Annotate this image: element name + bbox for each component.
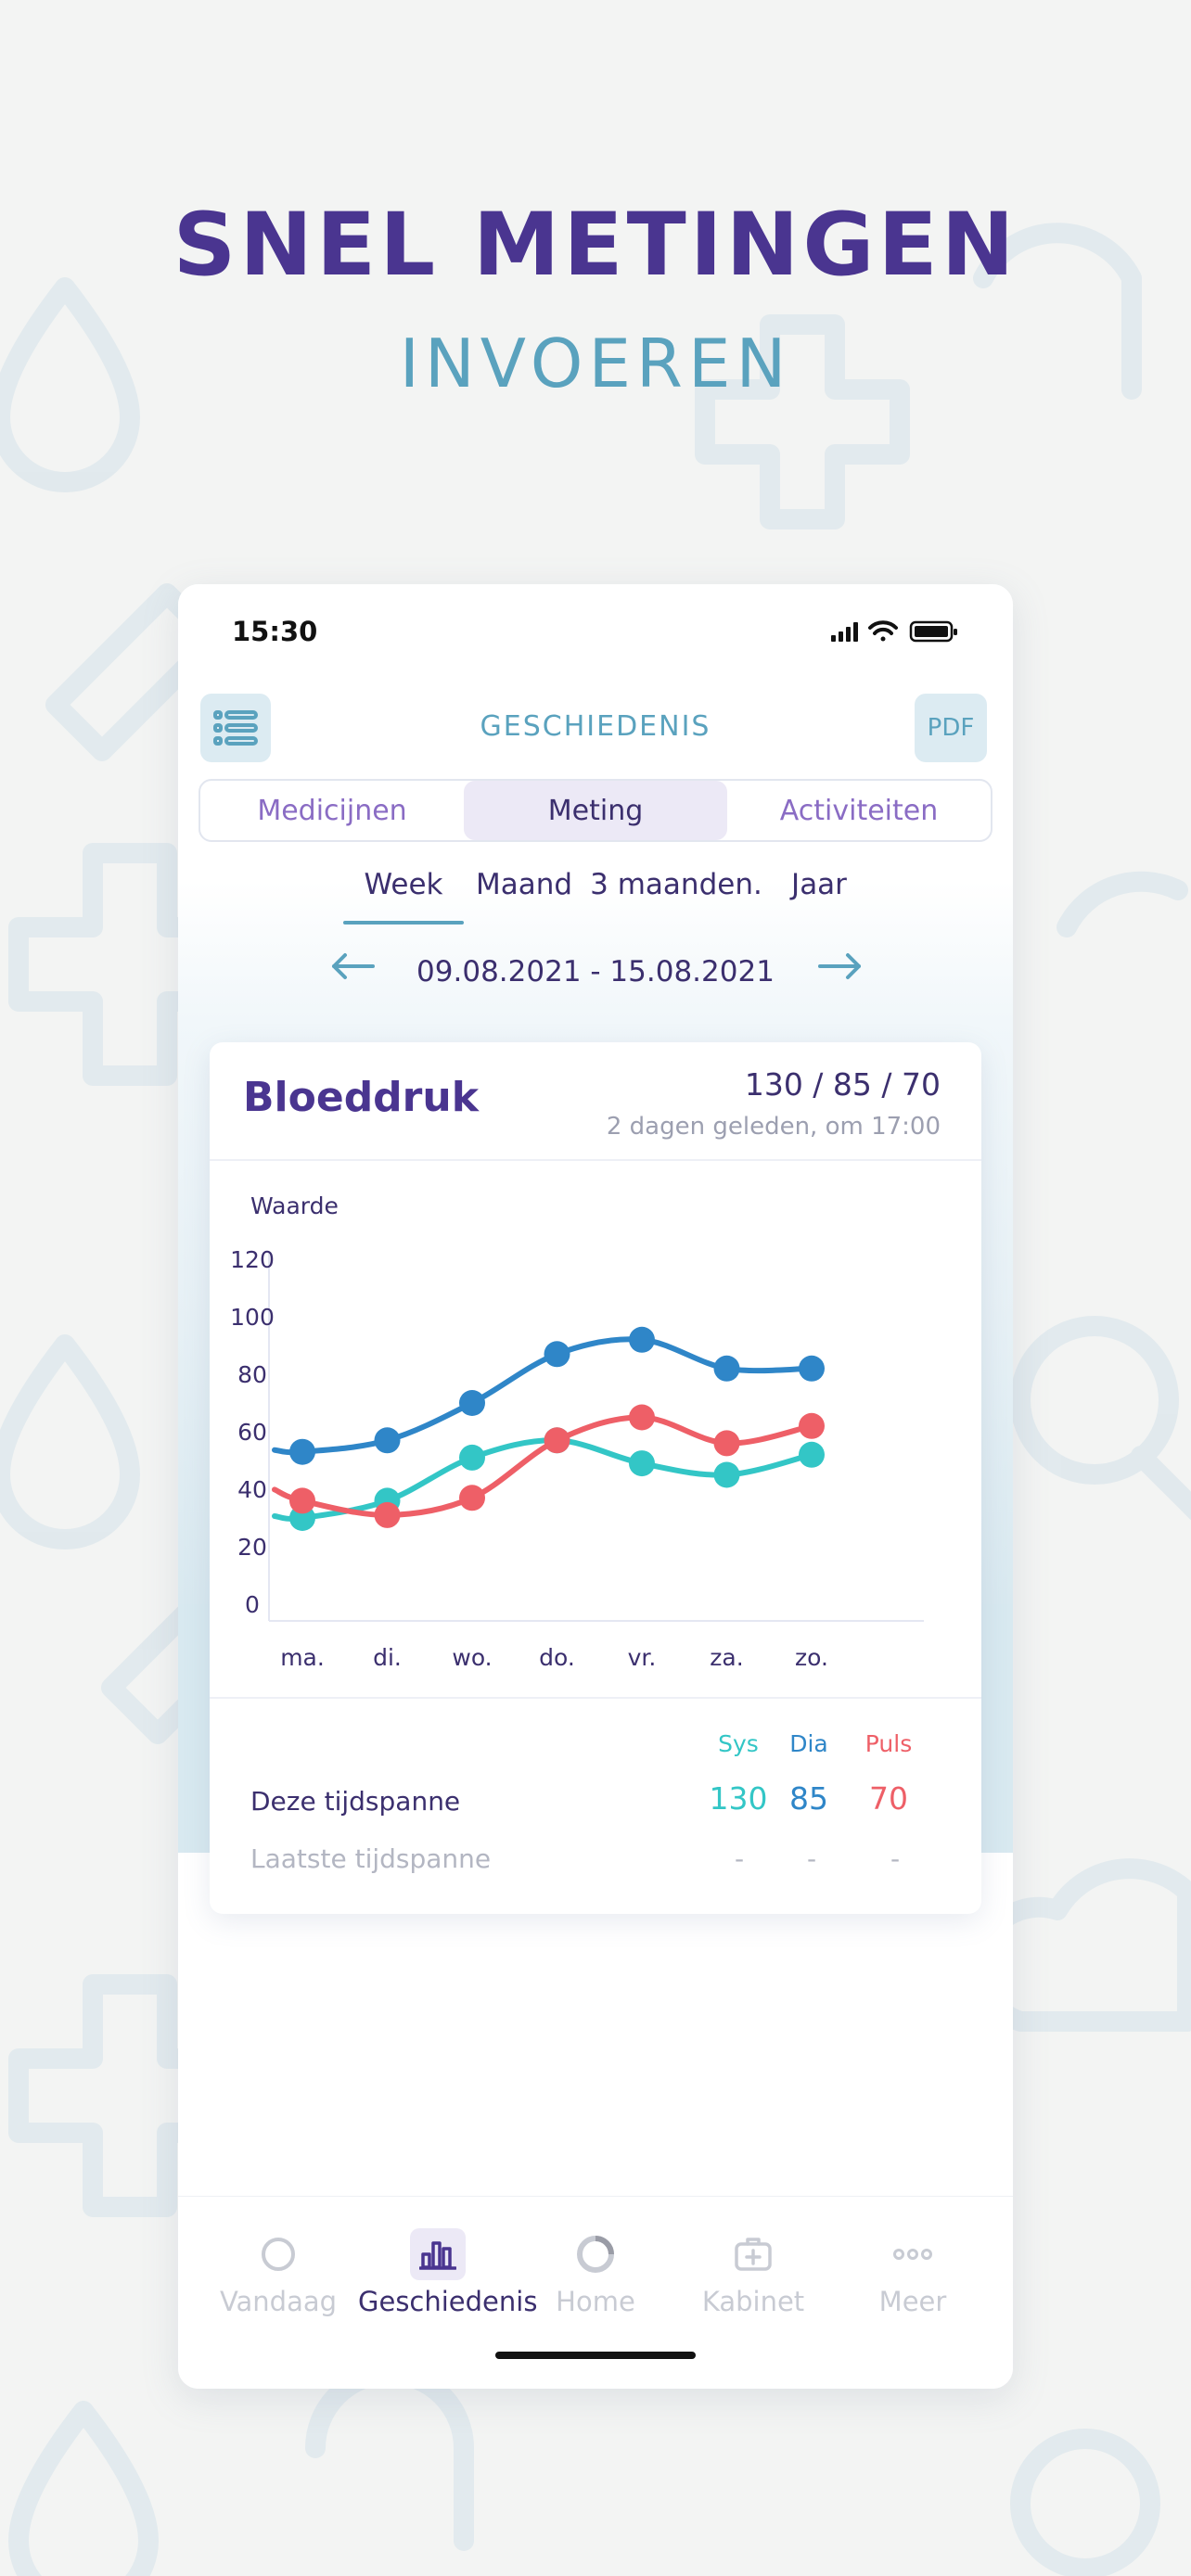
y-tick-label: 120 — [230, 1246, 275, 1273]
screen-title: GESCHIEDENIS — [480, 710, 711, 743]
header-puls: Puls — [864, 1730, 913, 1757]
ring-icon — [577, 2236, 614, 2273]
arrow-left-icon[interactable] — [325, 948, 380, 985]
x-tick-label: do. — [539, 1644, 575, 1671]
data-point[interactable] — [629, 1450, 655, 1477]
phone-screen: 15:30 G — [178, 584, 1013, 2389]
y-tick-label: 20 — [237, 1534, 267, 1561]
header-sys: Sys — [718, 1730, 759, 1757]
value-puls: 70 — [869, 1780, 908, 1817]
latest-reading-time: 2 dagen geleden, om 17:00 — [606, 1113, 941, 1141]
data-point[interactable] — [459, 1444, 485, 1471]
card-title: Bloeddruk — [243, 1074, 479, 1121]
x-tick-label: ma. — [280, 1644, 325, 1671]
tab-bar: Vandaag Geschiedenis Home — [178, 2196, 1013, 2389]
blood-pressure-chart: 0 20 40 60 80 100 120 ma. di. wo. do. vr. za. zo. — [230, 1246, 924, 1671]
value-sys: 130 — [709, 1780, 768, 1817]
segment-meting[interactable]: Meting — [464, 781, 727, 840]
bar-chart-icon — [419, 2241, 456, 2270]
divider — [210, 1697, 981, 1699]
tab-label: Kabinet — [701, 2286, 805, 2317]
period-tab-week[interactable]: Week — [364, 868, 443, 901]
data-point[interactable] — [713, 1461, 740, 1488]
date-range-label: 09.08.2021 - 15.08.2021 — [416, 955, 775, 988]
x-tick-label: wo. — [452, 1644, 492, 1671]
wifi-icon — [868, 620, 898, 642]
battery-icon — [909, 620, 957, 643]
previous-dia: - — [807, 1843, 817, 1874]
tab-label: Vandaag — [219, 2286, 338, 2317]
previous-sys: - — [735, 1843, 745, 1874]
list-icon — [213, 710, 258, 746]
x-tick-label: za. — [710, 1644, 743, 1671]
period-tab-maand[interactable]: Maand — [475, 868, 573, 901]
signal-icon — [831, 622, 858, 642]
segmented-control: Medicijnen Meting Activiteiten — [198, 779, 992, 842]
period-tab-3-maanden[interactable]: 3 maanden. — [590, 868, 762, 901]
active-period-indicator — [343, 921, 464, 925]
data-point[interactable] — [289, 1487, 315, 1514]
tab-home[interactable]: Home — [516, 2197, 675, 2336]
home-indicator — [495, 2352, 696, 2359]
headline-title: SNEL METINGEN — [173, 195, 1018, 296]
tab-geschiedenis[interactable]: Geschiedenis — [358, 2197, 538, 2336]
data-point[interactable] — [799, 1412, 825, 1439]
status-icons — [831, 620, 957, 643]
tab-kabinet[interactable]: Kabinet — [673, 2197, 833, 2336]
x-tick-label: vr. — [628, 1644, 657, 1671]
tab-meer[interactable]: Meer — [833, 2197, 992, 2336]
data-point[interactable] — [544, 1341, 570, 1368]
medkit-icon — [735, 2238, 772, 2271]
divider — [210, 1159, 981, 1161]
pdf-button[interactable]: PDF — [915, 694, 987, 762]
data-point[interactable] — [374, 1501, 401, 1528]
data-point[interactable] — [629, 1404, 655, 1431]
data-point[interactable] — [459, 1390, 485, 1416]
header-dia: Dia — [789, 1730, 828, 1757]
y-axis-title: Waarde — [250, 1192, 339, 1219]
x-tick-label: zo. — [795, 1644, 828, 1671]
data-point[interactable] — [374, 1427, 401, 1454]
tab-label: Meer — [878, 2286, 947, 2317]
blood-pressure-card[interactable]: Bloeddruk 130 / 85 / 70 2 dagen geleden,… — [210, 1042, 981, 1914]
data-point[interactable] — [289, 1438, 315, 1465]
previous-puls: - — [890, 1843, 901, 1874]
headline-subtitle: INVOEREN — [399, 325, 792, 402]
data-point[interactable] — [799, 1441, 825, 1468]
tab-label: Geschiedenis — [358, 2286, 538, 2317]
data-point[interactable] — [799, 1355, 825, 1382]
segment-medicijnen[interactable]: Medicijnen — [257, 794, 407, 827]
tab-label: Home — [556, 2286, 635, 2317]
segment-activiteiten[interactable]: Activiteiten — [779, 794, 939, 827]
tab-vandaag[interactable]: Vandaag — [198, 2197, 358, 2336]
data-point[interactable] — [459, 1485, 485, 1511]
arrow-right-icon[interactable] — [813, 948, 868, 985]
period-tab-jaar[interactable]: Jaar — [791, 868, 847, 901]
data-point[interactable] — [544, 1427, 570, 1454]
more-dots-icon — [893, 2249, 932, 2260]
y-tick-label: 40 — [237, 1476, 267, 1503]
row-label-current: Deze tijdspanne — [250, 1786, 461, 1817]
y-tick-label: 60 — [237, 1419, 267, 1446]
y-tick-label: 0 — [245, 1591, 260, 1618]
y-tick-label: 100 — [230, 1304, 275, 1331]
value-dia: 85 — [789, 1780, 828, 1817]
data-point[interactable] — [629, 1326, 655, 1353]
data-point[interactable] — [713, 1430, 740, 1457]
circle-icon — [262, 2238, 295, 2271]
y-tick-label: 80 — [237, 1361, 267, 1388]
latest-reading: 130 / 85 / 70 — [744, 1066, 941, 1103]
data-point[interactable] — [713, 1355, 740, 1382]
menu-button[interactable] — [200, 694, 271, 762]
row-label-previous: Laatste tijdspanne — [250, 1843, 492, 1874]
x-tick-label: di. — [373, 1644, 402, 1671]
status-time: 15:30 — [232, 616, 318, 647]
